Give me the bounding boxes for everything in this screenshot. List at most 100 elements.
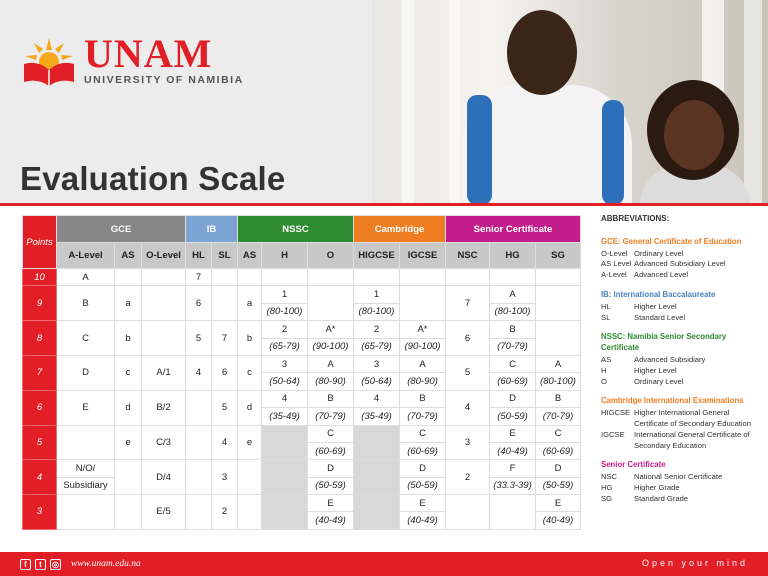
table-cell: A — [399, 354, 446, 374]
column-header: SG — [535, 242, 581, 269]
table-cell — [489, 267, 536, 287]
points-cell: 5 — [22, 424, 57, 461]
abbreviation-key: IGCSE — [601, 429, 625, 439]
table-cell: D — [56, 354, 115, 391]
abbreviation-heading: Senior Certificate — [601, 460, 666, 470]
column-header: HL — [185, 242, 212, 269]
abbreviation-key: H — [601, 365, 607, 375]
table-cell — [114, 494, 142, 530]
table-cell: 7 — [211, 320, 238, 356]
table-cell: 3 — [353, 354, 400, 374]
abbreviation-value: Higher Level — [634, 301, 677, 311]
abbreviations-title: ABBREVIATIONS: — [601, 214, 670, 223]
abbreviation-item: O-Level Ordinary Level — [601, 249, 763, 260]
table-cell: 7 — [185, 267, 212, 287]
table-cell: 4 — [211, 424, 238, 461]
evaluation-table: Points GCE IB NSSC Cambridge Senior Certific… — [22, 215, 581, 530]
column-header: HIGCSE — [353, 242, 400, 269]
abbreviation-key: AS — [601, 354, 612, 364]
column-header: SL — [211, 242, 238, 269]
twitter-icon[interactable]: t — [35, 558, 46, 570]
abbreviation-value: Advanced Level — [634, 270, 689, 280]
column-header: O — [307, 242, 354, 269]
abbreviation-heading: NSSC: Namibia Senior Secondary Certifica… — [601, 332, 727, 353]
table-cell: B — [489, 320, 536, 339]
points-cell: 9 — [22, 285, 57, 322]
table-cell: (70-79) — [535, 407, 581, 426]
abbreviation-key: A-Level — [601, 270, 627, 280]
table-cell — [141, 267, 186, 287]
table-cell: 6 — [445, 320, 490, 356]
abbreviation-key: SG — [601, 493, 612, 503]
table-cell: 2 — [445, 459, 490, 496]
abbreviation-value: Standard Grade — [634, 493, 689, 503]
abbreviation-value: National Senior Certificate — [634, 472, 723, 482]
table-cell: 1 — [353, 285, 400, 304]
table-cell: D — [535, 459, 581, 478]
table-cell: C — [489, 354, 536, 374]
page-title: Evaluation Scale — [20, 160, 286, 197]
table-cell — [185, 494, 212, 530]
table-cell: (50-59) — [489, 407, 536, 426]
table-cell: (80-100) — [353, 302, 400, 322]
table-cell: 7 — [445, 285, 490, 322]
table-cell — [237, 459, 262, 496]
column-header: IGCSE — [399, 242, 446, 269]
table-cell: 4 — [185, 354, 212, 391]
table-cell: a — [237, 285, 262, 322]
table-cell: A — [489, 285, 536, 304]
table-cell: C/3 — [141, 424, 186, 461]
table-cell — [535, 320, 581, 356]
table-cell — [261, 459, 308, 496]
group-header-senior: Senior Certificate — [445, 215, 581, 243]
table-cell: (80-100) — [489, 302, 536, 322]
table-cell — [237, 494, 262, 530]
table-cell — [535, 285, 581, 322]
divider — [0, 203, 768, 206]
unam-logo[interactable]: UNAM UNIVERSITY OF NAMIBIA — [20, 34, 244, 86]
table-cell: (50-59) — [535, 476, 581, 496]
table-cell: (40-49) — [399, 511, 446, 530]
table-cell — [261, 267, 308, 287]
abbreviation-item: NSC National Senior Certificate — [601, 472, 763, 483]
table-cell: 1 — [261, 285, 308, 304]
abbreviation-key: HIGCSE — [601, 408, 631, 418]
abbreviation-value: Higher Grade — [634, 482, 680, 492]
abbreviation-key: O — [601, 376, 607, 386]
table-cell: C — [535, 424, 581, 443]
column-header: NSC — [445, 242, 490, 269]
table-cell — [261, 424, 308, 461]
abbreviation-section: GCE: General Certificate of Education O-L… — [601, 237, 763, 281]
abbreviation-section: NSSC: Namibia Senior Secondary Certifica… — [601, 332, 763, 387]
table-cell — [185, 459, 212, 496]
table-cell — [56, 494, 115, 530]
points-cell: 7 — [22, 354, 57, 391]
table-cell: (70-79) — [307, 407, 354, 426]
table-cell: (50-64) — [353, 372, 400, 391]
table-cell: (50-59) — [399, 476, 446, 496]
social-links: f t ◎ — [16, 558, 61, 570]
header-banner: UNAM UNIVERSITY OF NAMIBIA Evaluation Sc… — [0, 0, 768, 205]
table-cell: E — [56, 389, 115, 426]
abbreviation-item: HL Higher Level — [601, 302, 763, 313]
abbreviation-item: H Higher Level — [601, 366, 763, 377]
instagram-icon[interactable]: ◎ — [50, 558, 61, 570]
footer: f t ◎ www.unam.edu.na Open your mind — [0, 552, 768, 576]
tagline: Open your mind — [641, 558, 748, 568]
table-cell: b — [114, 320, 142, 356]
table-cell — [56, 424, 115, 461]
table-cell — [185, 389, 212, 426]
points-cell: 8 — [22, 320, 57, 356]
facebook-icon[interactable]: f — [20, 558, 31, 570]
table-cell: C — [399, 424, 446, 443]
table-cell: (50-59) — [307, 476, 354, 496]
table-cell: (80-100) — [261, 302, 308, 322]
website-link[interactable]: www.unam.edu.na — [71, 559, 141, 569]
abbreviations-panel: ABBREVIATIONS: GCE: General Certificate … — [601, 214, 763, 514]
table-cell: (70-79) — [489, 337, 536, 356]
abbreviation-value: Higher International General Certificate… — [634, 408, 751, 428]
column-header: AS — [114, 242, 142, 269]
table-cell — [141, 285, 186, 322]
abbreviation-value: Advanced Subsidiary — [634, 354, 706, 364]
